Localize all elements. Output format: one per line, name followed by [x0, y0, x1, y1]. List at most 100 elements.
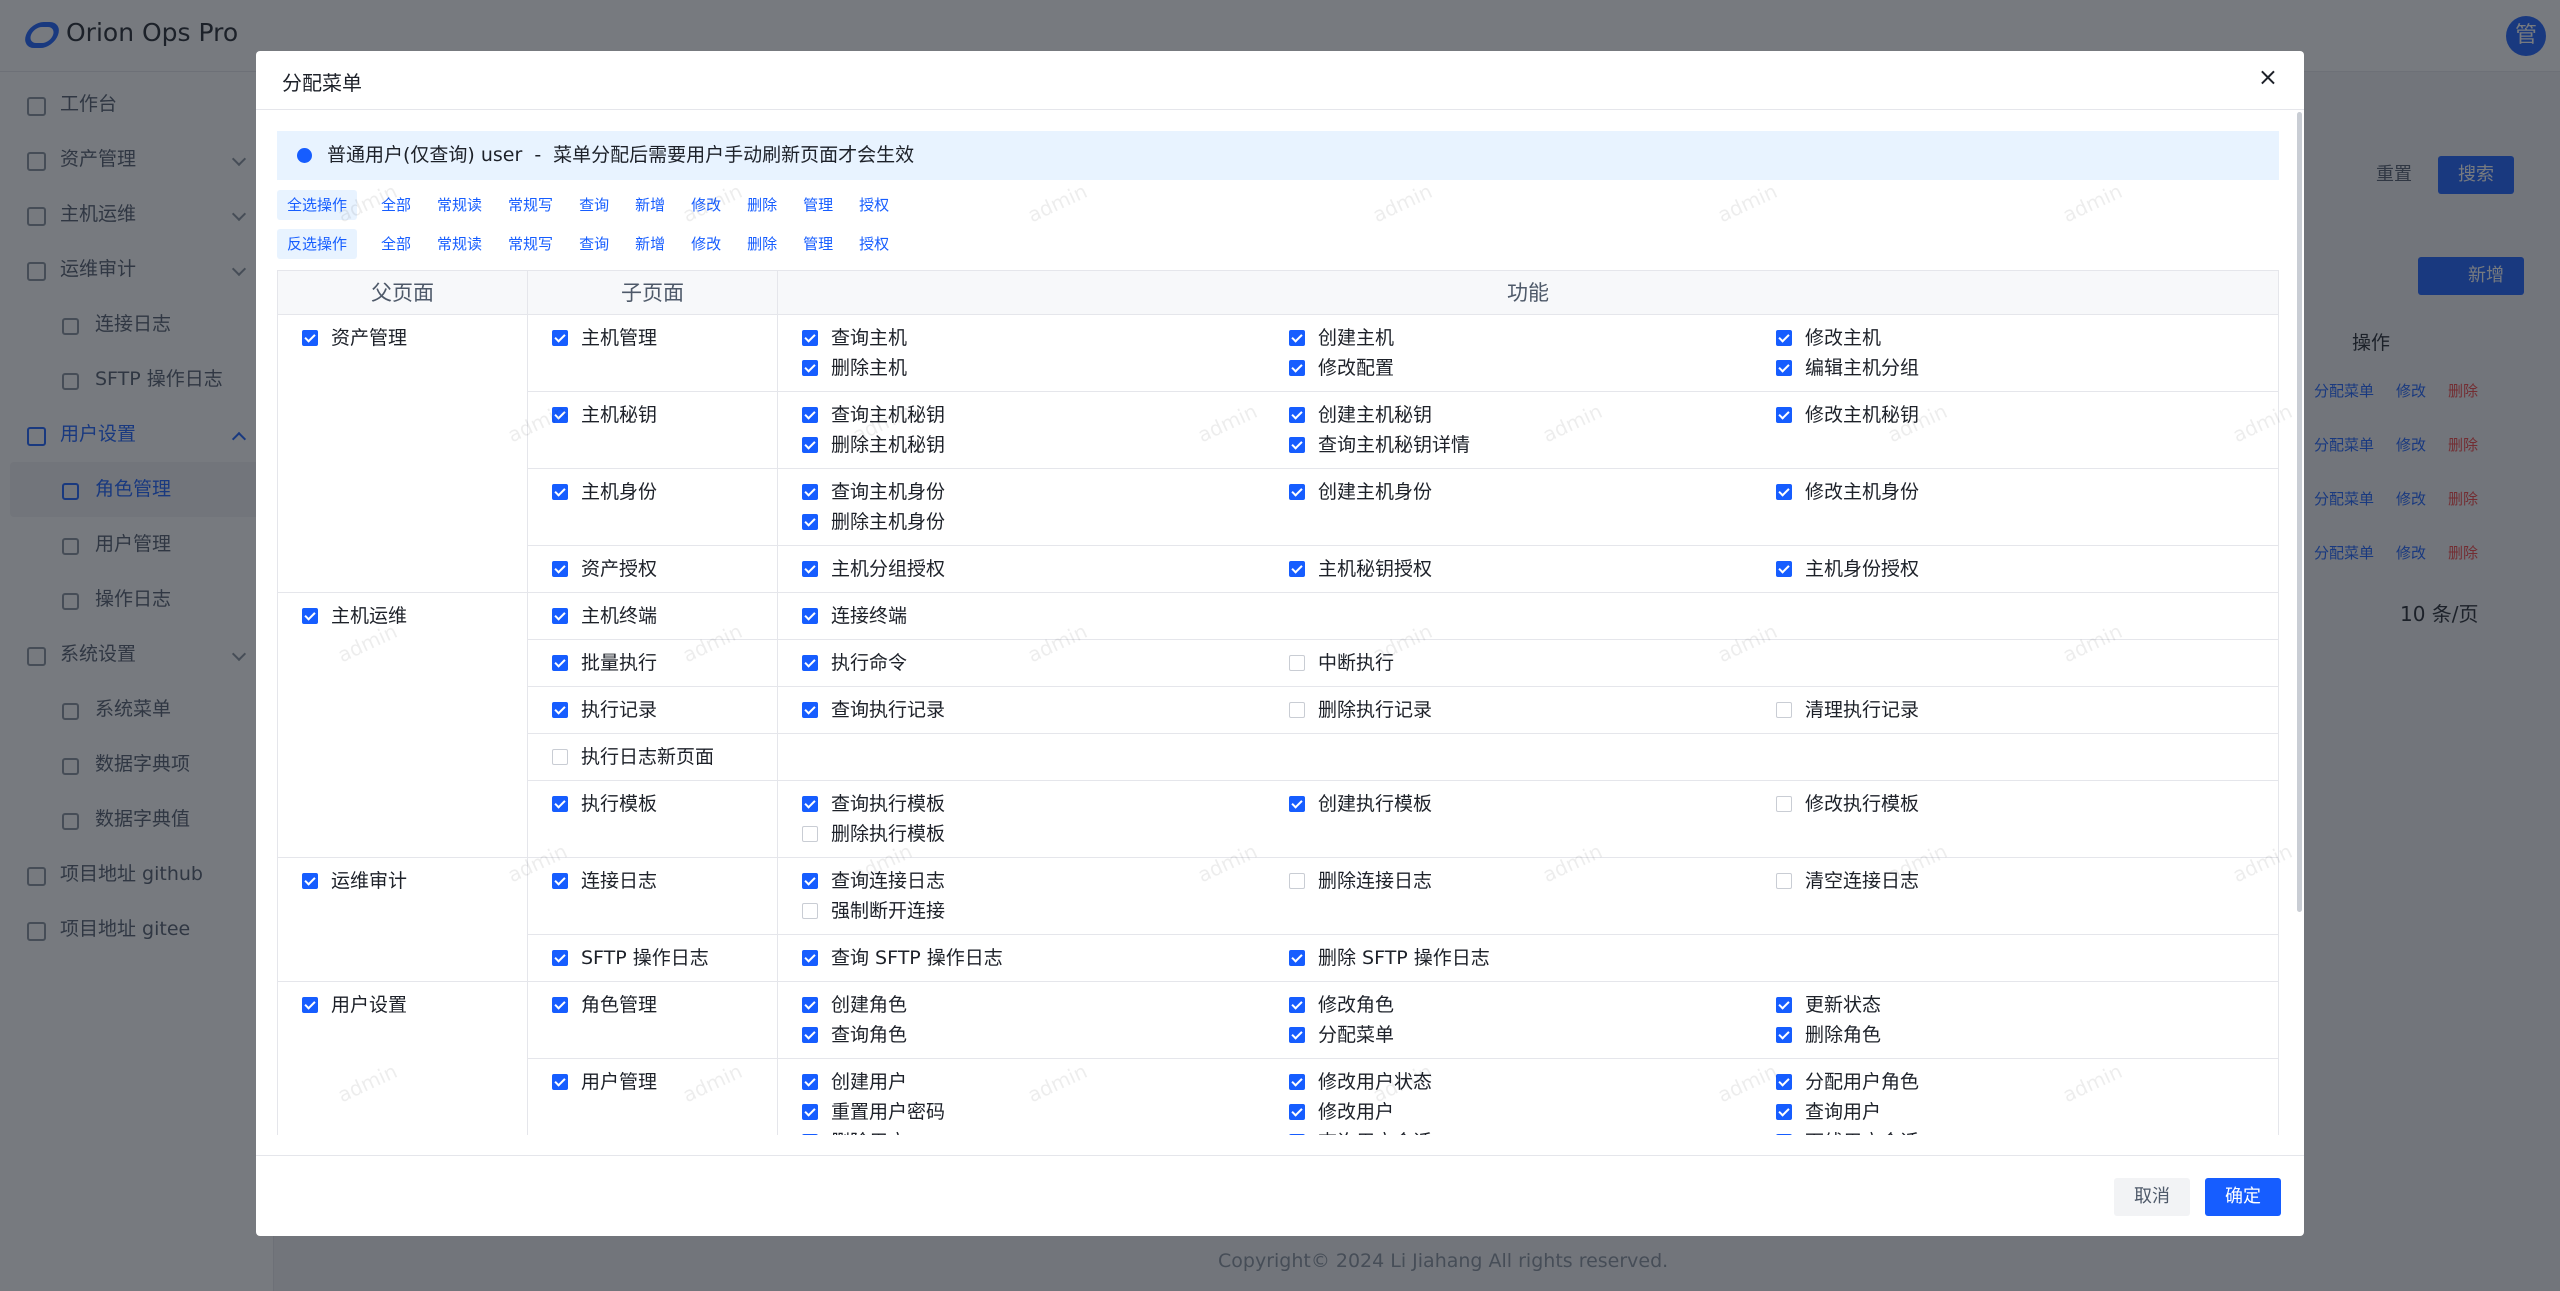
checkbox[interactable] — [302, 330, 318, 346]
option-button[interactable]: 授权 — [859, 196, 890, 214]
checkbox[interactable] — [1289, 702, 1305, 718]
option-button[interactable]: 修改 — [691, 235, 722, 253]
option-button[interactable]: 常规读 — [437, 235, 483, 253]
checkbox[interactable] — [1289, 360, 1305, 376]
checkbox[interactable] — [302, 997, 318, 1013]
checkbox[interactable] — [302, 608, 318, 624]
checkbox-item: 角色管理 — [552, 990, 777, 1020]
checkbox-item: 创建主机秘钥 — [1289, 400, 1776, 430]
checkbox[interactable] — [1289, 561, 1305, 577]
option-button[interactable]: 删除 — [747, 235, 778, 253]
option-button[interactable]: 查询 — [579, 196, 610, 214]
checkbox[interactable] — [1776, 561, 1792, 577]
checkbox[interactable] — [1776, 796, 1792, 812]
checkbox[interactable] — [1289, 997, 1305, 1013]
checkbox[interactable] — [1289, 796, 1305, 812]
checkbox[interactable] — [802, 514, 818, 530]
checkbox[interactable] — [802, 360, 818, 376]
checkbox[interactable] — [1289, 407, 1305, 423]
checkbox[interactable] — [1289, 873, 1305, 889]
checkbox-item: 运维审计 — [302, 866, 527, 896]
checkbox[interactable] — [302, 873, 318, 889]
option-button[interactable]: 管理 — [803, 196, 834, 214]
checkbox[interactable] — [1289, 1134, 1305, 1135]
checkbox[interactable] — [552, 749, 568, 765]
checkbox-item: 查询执行模板 — [802, 789, 1289, 819]
option-button[interactable]: 新增 — [635, 196, 666, 214]
checkbox[interactable] — [1289, 655, 1305, 671]
checkbox[interactable] — [1776, 330, 1792, 346]
checkbox[interactable] — [802, 1134, 818, 1135]
checkbox[interactable] — [802, 437, 818, 453]
checkbox-item: 修改主机 — [1776, 323, 2263, 353]
checkbox[interactable] — [1776, 360, 1792, 376]
checkbox[interactable] — [1776, 997, 1792, 1013]
option-button[interactable]: 常规写 — [508, 235, 554, 253]
row-label-button[interactable]: 反选操作 — [277, 229, 358, 259]
checkbox[interactable] — [1289, 1074, 1305, 1090]
checkbox[interactable] — [802, 608, 818, 624]
checkbox[interactable] — [552, 655, 568, 671]
checkbox[interactable] — [1776, 1027, 1792, 1043]
checkbox[interactable] — [1776, 1104, 1792, 1120]
checkbox[interactable] — [802, 796, 818, 812]
checkbox[interactable] — [802, 1104, 818, 1120]
checkbox[interactable] — [1776, 1134, 1792, 1135]
checkbox[interactable] — [1289, 950, 1305, 966]
checkbox[interactable] — [802, 407, 818, 423]
checkbox[interactable] — [1289, 437, 1305, 453]
checkbox[interactable] — [802, 330, 818, 346]
checkbox[interactable] — [552, 796, 568, 812]
confirm-button[interactable]: 确定 — [2205, 1178, 2281, 1216]
checkbox[interactable] — [552, 608, 568, 624]
option-button[interactable]: 管理 — [803, 235, 834, 253]
cancel-button[interactable]: 取消 — [2114, 1178, 2190, 1216]
checkbox[interactable] — [802, 826, 818, 842]
checkbox[interactable] — [1776, 873, 1792, 889]
checkbox[interactable] — [802, 873, 818, 889]
checkbox[interactable] — [1776, 702, 1792, 718]
checkbox[interactable] — [802, 561, 818, 577]
checkbox[interactable] — [552, 950, 568, 966]
checkbox[interactable] — [552, 702, 568, 718]
checkbox[interactable] — [1776, 484, 1792, 500]
checkbox[interactable] — [1289, 330, 1305, 346]
checkbox[interactable] — [802, 484, 818, 500]
checkbox[interactable] — [552, 873, 568, 889]
checkbox[interactable] — [552, 997, 568, 1013]
function-cell: 主机分组授权 主机秘钥授权 主机身份授权 — [778, 546, 2278, 592]
checkbox[interactable] — [552, 330, 568, 346]
checkbox[interactable] — [552, 407, 568, 423]
checkbox[interactable] — [802, 702, 818, 718]
checkbox[interactable] — [802, 903, 818, 919]
checkbox-label: 修改主机 — [1805, 327, 1882, 349]
group-row: 用户设置 角色管理 创建角色 修改角色 更新状态 查询角色 分配菜单 删除角色 用户管理 创建用户… — [278, 982, 2278, 1135]
option-button[interactable]: 修改 — [691, 196, 722, 214]
option-button[interactable]: 常规读 — [437, 196, 483, 214]
checkbox-label: 重置用户密码 — [831, 1101, 946, 1123]
checkbox[interactable] — [552, 484, 568, 500]
option-button[interactable]: 全部 — [381, 235, 412, 253]
checkbox[interactable] — [1289, 484, 1305, 500]
option-button[interactable]: 常规写 — [508, 196, 554, 214]
option-button[interactable]: 查询 — [579, 235, 610, 253]
child-row: 执行模板 查询执行模板 创建执行模板 修改执行模板 删除执行模板 — [528, 781, 2278, 857]
option-button[interactable]: 新增 — [635, 235, 666, 253]
close-button[interactable]: × — [2257, 63, 2278, 91]
checkbox[interactable] — [1289, 1027, 1305, 1043]
checkbox[interactable] — [1776, 1074, 1792, 1090]
checkbox[interactable] — [802, 997, 818, 1013]
option-button[interactable]: 全部 — [381, 196, 412, 214]
option-button[interactable]: 删除 — [747, 196, 778, 214]
checkbox[interactable] — [1289, 1104, 1305, 1120]
checkbox[interactable] — [552, 1074, 568, 1090]
row-label-button[interactable]: 全选操作 — [277, 190, 358, 220]
checkbox[interactable] — [802, 655, 818, 671]
checkbox-item: 下线用户会话 — [1776, 1127, 2263, 1135]
checkbox[interactable] — [802, 1027, 818, 1043]
checkbox[interactable] — [802, 950, 818, 966]
checkbox[interactable] — [1776, 407, 1792, 423]
option-button[interactable]: 授权 — [859, 235, 890, 253]
checkbox[interactable] — [552, 561, 568, 577]
checkbox[interactable] — [802, 1074, 818, 1090]
